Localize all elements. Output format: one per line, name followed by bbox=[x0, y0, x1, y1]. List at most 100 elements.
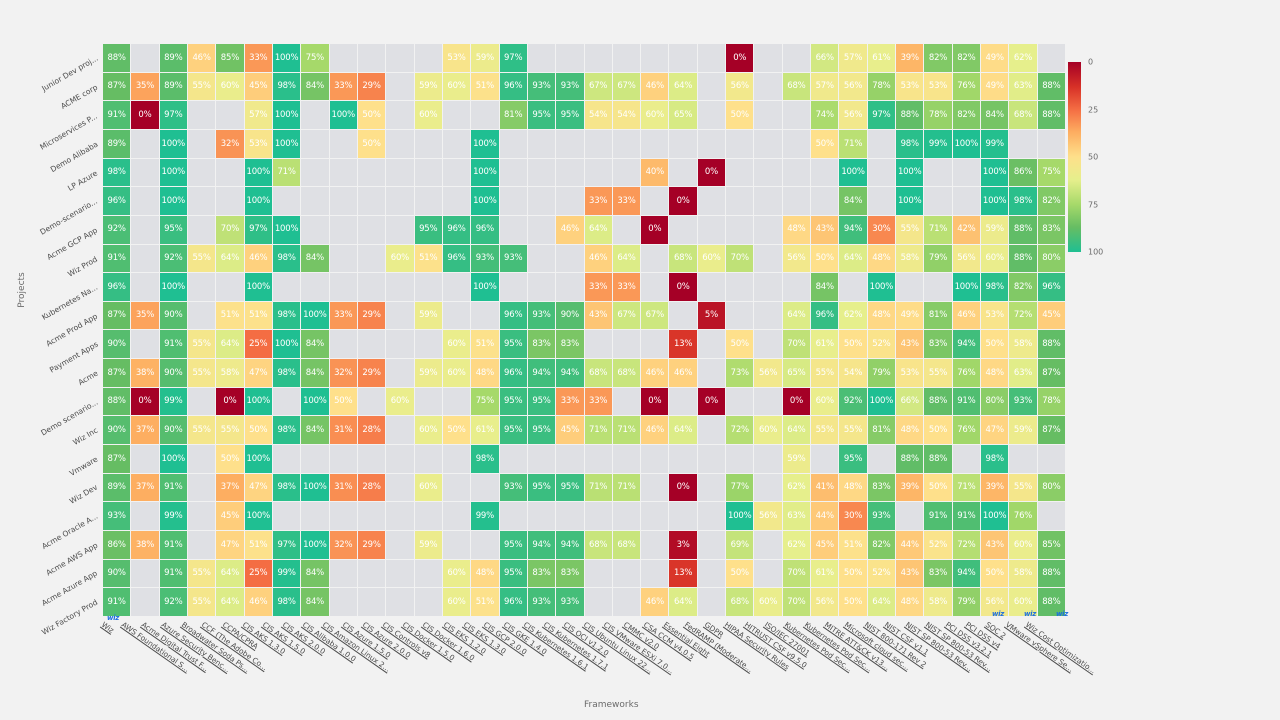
heatmap-cell[interactable]: 67% bbox=[584, 72, 612, 101]
heatmap-cell[interactable]: 70% bbox=[726, 244, 754, 273]
heatmap-cell[interactable]: 45% bbox=[1037, 301, 1065, 330]
heatmap-cell[interactable] bbox=[697, 416, 726, 445]
heatmap-cell[interactable] bbox=[329, 215, 357, 244]
heatmap-cell[interactable]: 58% bbox=[216, 359, 244, 387]
heatmap-cell[interactable]: 43% bbox=[896, 330, 924, 359]
heatmap-cell[interactable]: 93% bbox=[556, 588, 584, 616]
heatmap-cell[interactable]: 52% bbox=[924, 531, 952, 559]
heatmap-cell[interactable]: 100% bbox=[329, 101, 357, 129]
heatmap-cell[interactable]: 50% bbox=[244, 416, 272, 445]
heatmap-cell[interactable] bbox=[867, 158, 896, 187]
heatmap-cell[interactable]: 60% bbox=[641, 101, 669, 129]
heatmap-cell[interactable] bbox=[1037, 502, 1065, 531]
heatmap-cell[interactable] bbox=[527, 244, 556, 273]
heatmap-cell[interactable]: 95% bbox=[527, 101, 556, 129]
heatmap-cell[interactable] bbox=[754, 187, 782, 215]
heatmap-cell[interactable]: 50% bbox=[357, 129, 386, 158]
heatmap-cell[interactable] bbox=[697, 187, 726, 215]
heatmap-cell[interactable]: 0% bbox=[669, 187, 697, 215]
heatmap-cell[interactable]: 95% bbox=[839, 445, 867, 473]
heatmap-cell[interactable]: 96% bbox=[499, 588, 527, 616]
heatmap-cell[interactable]: 55% bbox=[187, 359, 216, 387]
heatmap-cell[interactable] bbox=[357, 502, 386, 531]
heatmap-cell[interactable] bbox=[386, 215, 414, 244]
heatmap-cell[interactable]: 61% bbox=[867, 44, 896, 72]
heatmap-cell[interactable] bbox=[216, 273, 244, 301]
heatmap-cell[interactable] bbox=[726, 129, 754, 158]
heatmap-cell[interactable] bbox=[754, 72, 782, 101]
heatmap-cell[interactable]: 64% bbox=[216, 588, 244, 616]
heatmap-cell[interactable]: 96% bbox=[499, 72, 527, 101]
heatmap-cell[interactable]: 95% bbox=[499, 559, 527, 588]
heatmap-cell[interactable] bbox=[414, 158, 442, 187]
heatmap-cell[interactable] bbox=[414, 44, 442, 72]
heatmap-cell[interactable]: 99% bbox=[272, 559, 301, 588]
heatmap-cell[interactable]: 46% bbox=[641, 359, 669, 387]
heatmap-cell[interactable]: 84% bbox=[301, 416, 329, 445]
heatmap-cell[interactable]: 29% bbox=[357, 531, 386, 559]
heatmap-cell[interactable]: 100% bbox=[471, 158, 499, 187]
heatmap-cell[interactable]: 100% bbox=[896, 158, 924, 187]
heatmap-cell[interactable]: 64% bbox=[782, 301, 811, 330]
heatmap-cell[interactable] bbox=[527, 273, 556, 301]
heatmap-cell[interactable] bbox=[726, 301, 754, 330]
heatmap-cell[interactable]: 0% bbox=[697, 387, 726, 416]
heatmap-cell[interactable]: 88% bbox=[896, 101, 924, 129]
heatmap-cell[interactable] bbox=[131, 244, 159, 273]
heatmap-cell[interactable]: 92% bbox=[103, 215, 131, 244]
heatmap-cell[interactable] bbox=[131, 129, 159, 158]
heatmap-cell[interactable]: 87% bbox=[1037, 416, 1065, 445]
heatmap-cell[interactable]: 84% bbox=[301, 359, 329, 387]
heatmap-cell[interactable]: 100% bbox=[471, 187, 499, 215]
heatmap-cell[interactable] bbox=[386, 445, 414, 473]
heatmap-cell[interactable]: 82% bbox=[952, 101, 981, 129]
heatmap-cell[interactable] bbox=[754, 301, 782, 330]
heatmap-cell[interactable]: 72% bbox=[726, 416, 754, 445]
heatmap-cell[interactable]: 46% bbox=[584, 244, 612, 273]
heatmap-cell[interactable] bbox=[612, 588, 641, 616]
heatmap-cell[interactable] bbox=[386, 129, 414, 158]
heatmap-cell[interactable]: 58% bbox=[924, 588, 952, 616]
heatmap-cell[interactable]: 29% bbox=[357, 72, 386, 101]
heatmap-cell[interactable]: 49% bbox=[896, 301, 924, 330]
heatmap-cell[interactable]: 95% bbox=[556, 473, 584, 502]
heatmap-cell[interactable] bbox=[442, 531, 471, 559]
heatmap-cell[interactable] bbox=[386, 44, 414, 72]
heatmap-cell[interactable]: 60% bbox=[414, 473, 442, 502]
heatmap-cell[interactable]: 76% bbox=[1009, 502, 1037, 531]
heatmap-cell[interactable] bbox=[697, 588, 726, 616]
heatmap-cell[interactable]: 59% bbox=[1009, 416, 1037, 445]
heatmap-cell[interactable] bbox=[556, 244, 584, 273]
heatmap-cell[interactable] bbox=[697, 445, 726, 473]
heatmap-cell[interactable]: 91% bbox=[952, 387, 981, 416]
heatmap-cell[interactable]: 91% bbox=[952, 502, 981, 531]
heatmap-cell[interactable]: 50% bbox=[726, 559, 754, 588]
heatmap-cell[interactable] bbox=[754, 215, 782, 244]
heatmap-cell[interactable]: 55% bbox=[187, 588, 216, 616]
heatmap-cell[interactable] bbox=[499, 273, 527, 301]
heatmap-cell[interactable]: 68% bbox=[669, 244, 697, 273]
heatmap-cell[interactable]: 50% bbox=[357, 101, 386, 129]
heatmap-cell[interactable]: 47% bbox=[244, 473, 272, 502]
heatmap-cell[interactable]: 93% bbox=[471, 244, 499, 273]
heatmap-cell[interactable] bbox=[726, 445, 754, 473]
heatmap-cell[interactable] bbox=[867, 129, 896, 158]
heatmap-cell[interactable] bbox=[131, 215, 159, 244]
heatmap-cell[interactable]: 84% bbox=[301, 330, 329, 359]
heatmap-cell[interactable]: 96% bbox=[1037, 273, 1065, 301]
heatmap-cell[interactable] bbox=[1037, 445, 1065, 473]
heatmap-cell[interactable]: 46% bbox=[244, 244, 272, 273]
heatmap-cell[interactable]: 50% bbox=[981, 330, 1009, 359]
heatmap-cell[interactable]: 96% bbox=[103, 273, 131, 301]
heatmap-cell[interactable] bbox=[697, 359, 726, 387]
heatmap-cell[interactable] bbox=[386, 72, 414, 101]
heatmap-cell[interactable] bbox=[527, 44, 556, 72]
heatmap-cell[interactable] bbox=[386, 101, 414, 129]
heatmap-cell[interactable]: 79% bbox=[924, 244, 952, 273]
heatmap-cell[interactable]: 63% bbox=[782, 502, 811, 531]
heatmap-cell[interactable] bbox=[386, 416, 414, 445]
heatmap-cell[interactable]: 98% bbox=[981, 273, 1009, 301]
heatmap-cell[interactable]: 56% bbox=[811, 588, 839, 616]
heatmap-cell[interactable] bbox=[584, 502, 612, 531]
heatmap-cell[interactable] bbox=[357, 330, 386, 359]
